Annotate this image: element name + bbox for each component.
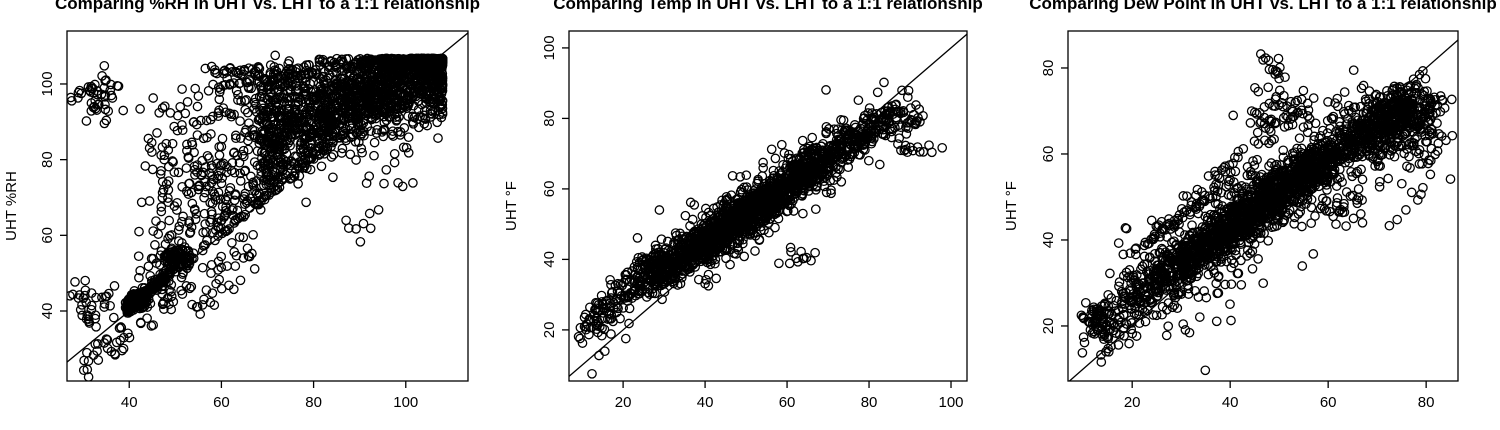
y-tick-label: 20 xyxy=(1040,318,1057,335)
plot-box xyxy=(568,30,968,382)
x-tick-label: 60 xyxy=(779,394,796,411)
y-axis-title: UHT °F xyxy=(1003,181,1020,231)
y-tick-label: 60 xyxy=(541,181,558,198)
data-points xyxy=(67,50,448,381)
y-axis: 20 40 60 80 100 xyxy=(541,35,569,338)
scatter-panel-dewpoint: Comparing Dew Point in UHT vs. LHT to a … xyxy=(1003,0,1497,411)
data-points xyxy=(1076,49,1458,376)
y-tick-label: 20 xyxy=(541,322,558,339)
y-tick-label: 100 xyxy=(39,71,56,96)
y-tick-label: 60 xyxy=(1040,146,1057,163)
x-tick-label: 20 xyxy=(615,394,632,411)
x-tick-label: 80 xyxy=(305,394,322,411)
x-tick-label: 80 xyxy=(861,394,878,411)
x-tick-label: 100 xyxy=(393,394,418,411)
plot-title: Comparing %RH in UHT vs. LHT to a 1:1 re… xyxy=(55,0,480,13)
y-axis: 20 40 60 80 xyxy=(1040,60,1068,335)
y-tick-label: 80 xyxy=(1040,60,1057,77)
data-points xyxy=(573,77,948,379)
x-tick-label: 40 xyxy=(121,394,138,411)
y-axis-title: UHT °F xyxy=(503,181,520,231)
x-axis: 20 40 60 80 xyxy=(1124,381,1435,411)
y-tick-label: 60 xyxy=(39,227,56,244)
y-tick-label: 40 xyxy=(39,303,56,320)
x-tick-label: 60 xyxy=(213,394,230,411)
y-tick-label: 80 xyxy=(39,151,56,168)
x-tick-label: 80 xyxy=(1418,394,1435,411)
plot-box xyxy=(66,30,469,382)
y-tick-label: 80 xyxy=(541,110,558,127)
x-tick-label: 20 xyxy=(1124,394,1141,411)
y-tick-label: 100 xyxy=(541,35,558,60)
scatter-panel-rh: Comparing %RH in UHT vs. LHT to a 1:1 re… xyxy=(3,0,480,411)
plot-box xyxy=(1067,30,1459,382)
y-axis: 40 60 80 100 xyxy=(39,71,67,319)
plot-title: Comparing Temp in UHT vs. LHT to a 1:1 r… xyxy=(553,0,982,13)
x-tick-label: 60 xyxy=(1320,394,1337,411)
y-axis-title: UHT %RH xyxy=(3,171,20,241)
y-tick-label: 40 xyxy=(1040,232,1057,249)
scatter-panel-temp: Comparing Temp in UHT vs. LHT to a 1:1 r… xyxy=(503,0,983,411)
x-tick-label: 40 xyxy=(697,394,714,411)
y-tick-label: 40 xyxy=(541,251,558,268)
plot-title: Comparing Dew Point in UHT vs. LHT to a … xyxy=(1029,0,1497,13)
x-axis: 20 40 60 80 100 xyxy=(615,381,964,411)
x-tick-label: 40 xyxy=(1222,394,1239,411)
x-tick-label: 100 xyxy=(938,394,963,411)
x-axis: 40 60 80 100 xyxy=(121,381,418,411)
